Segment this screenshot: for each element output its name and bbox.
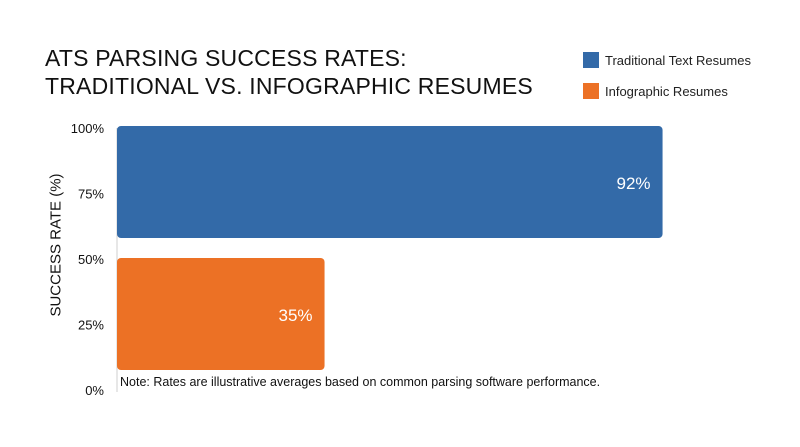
- legend-swatch-traditional: [583, 52, 599, 68]
- y-tick-label: 100%: [71, 121, 105, 136]
- chart-note: Note: Rates are illustrative averages ba…: [120, 375, 601, 389]
- bar-value-label: 35%: [279, 306, 313, 325]
- chart-title: ATS PARSING SUCCESS RATES: TRADITIONAL V…: [45, 44, 533, 100]
- bars: 92% 35%: [117, 126, 663, 370]
- y-tick-label: 75%: [78, 187, 104, 202]
- legend: Traditional Text Resumes Infographic Res…: [583, 50, 751, 112]
- bar-value-label: 92%: [617, 174, 651, 193]
- y-tick-label: 25%: [78, 318, 104, 333]
- chart-title-line-2: TRADITIONAL VS. INFOGRAPHIC RESUMES: [45, 73, 533, 99]
- legend-swatch-infographic: [583, 83, 599, 99]
- legend-label-traditional: Traditional Text Resumes: [605, 52, 751, 68]
- legend-label-infographic: Infographic Resumes: [605, 83, 728, 99]
- chart-title-line-1: ATS PARSING SUCCESS RATES:: [45, 45, 407, 71]
- y-axis-ticks: 100% 75% 50% 25% 0%: [71, 121, 105, 398]
- bar-infographic-resumes: [117, 258, 325, 370]
- bar-traditional-text-resumes: [117, 126, 663, 238]
- legend-item-infographic: Infographic Resumes: [583, 81, 751, 101]
- y-tick-label: 50%: [78, 252, 104, 267]
- y-tick-label: 0%: [85, 383, 104, 398]
- legend-item-traditional: Traditional Text Resumes: [583, 50, 751, 70]
